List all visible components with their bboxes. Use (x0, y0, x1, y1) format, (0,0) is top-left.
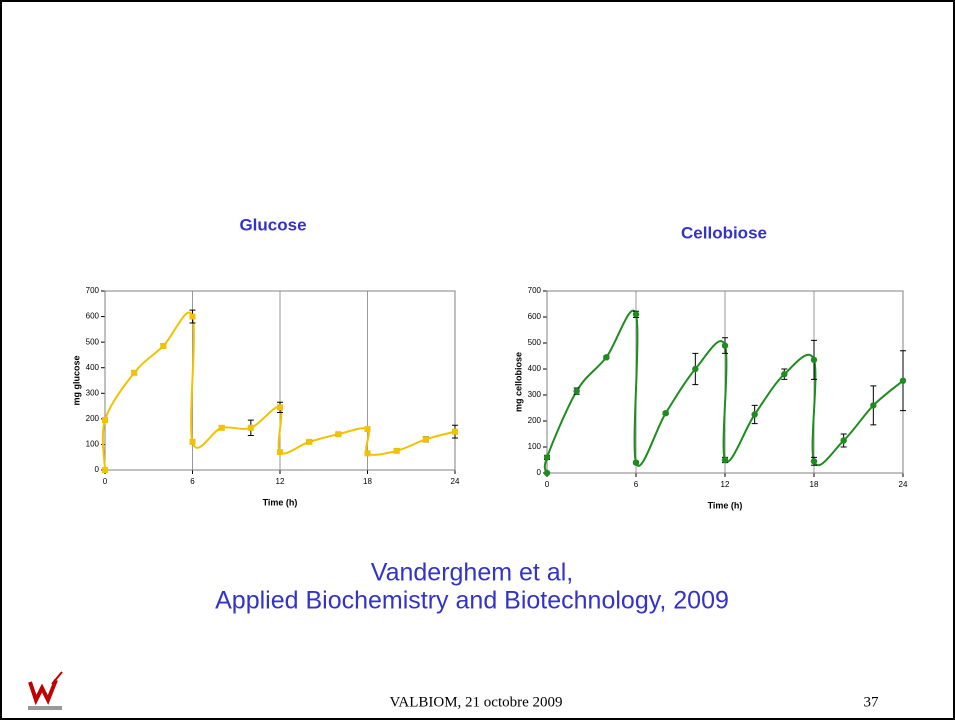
y-axis-label: mg glucose (71, 355, 81, 405)
x-tick-label: 18 (810, 480, 819, 489)
data-point (335, 431, 342, 438)
data-point (899, 377, 907, 384)
data-point (721, 342, 729, 349)
data-point (364, 426, 371, 433)
chart-title: Glucose (239, 215, 306, 234)
chart-title: Cellobiose (681, 223, 767, 242)
x-tick-label: 6 (634, 480, 639, 489)
data-point (306, 438, 313, 445)
y-tick-label: 300 (86, 388, 100, 397)
y-tick-label: 500 (528, 338, 542, 347)
data-point (632, 311, 640, 318)
data-point (603, 354, 610, 361)
data-point (189, 438, 196, 445)
data-point (218, 424, 225, 431)
y-tick-label: 300 (528, 390, 542, 399)
x-tick-label: 12 (276, 477, 285, 486)
logo (28, 671, 63, 710)
page-number: 37 (864, 694, 880, 710)
x-tick-label: 18 (363, 477, 372, 486)
plot-area (104, 290, 456, 471)
x-axis-label: Time (h) (263, 497, 298, 507)
data-point (543, 454, 551, 461)
data-point (781, 371, 788, 378)
y-tick-label: 600 (86, 312, 100, 321)
y-tick-label: 0 (537, 468, 542, 477)
data-point (840, 437, 847, 444)
x-tick-label: 24 (899, 480, 908, 489)
data-point (452, 428, 458, 435)
data-point (247, 424, 254, 431)
data-point (721, 456, 729, 464)
x-tick-label: 24 (451, 477, 460, 486)
y-tick-label: 200 (86, 414, 100, 423)
y-tick-label: 700 (528, 286, 542, 295)
citation: Applied Biochemistry and Biotechnology, … (215, 587, 729, 615)
data-point (870, 402, 877, 409)
data-point (277, 404, 283, 411)
data-point (692, 365, 699, 373)
y-tick-label: 0 (95, 465, 100, 474)
x-tick-label: 12 (721, 480, 730, 489)
data-point (810, 356, 818, 364)
data-point (102, 417, 108, 424)
data-point (662, 410, 669, 417)
data-point (277, 449, 283, 456)
citation: Vanderghem et al, (371, 559, 573, 587)
data-point (393, 447, 400, 454)
data-line (101, 311, 456, 471)
x-axis-label: Time (h) (708, 500, 743, 510)
x-tick-label: 0 (103, 477, 108, 486)
data-point (422, 436, 429, 443)
y-tick-label: 100 (86, 440, 100, 449)
data-point (751, 411, 758, 418)
y-tick-label: 400 (528, 364, 542, 373)
x-tick-label: 6 (190, 477, 195, 486)
data-point (160, 342, 167, 349)
y-tick-label: 700 (86, 286, 100, 295)
data-point (102, 467, 108, 473)
y-tick-label: 500 (86, 337, 100, 346)
x-tick-label: 0 (545, 480, 550, 489)
y-tick-label: 600 (528, 312, 542, 321)
data-point (573, 387, 580, 395)
data-point (810, 458, 818, 465)
data-point (131, 369, 138, 376)
y-tick-label: 100 (528, 442, 542, 451)
data-point (189, 313, 196, 320)
footer-event: VALBIOM, 21 octobre 2009 (389, 694, 562, 710)
data-point (364, 450, 371, 457)
data-point (543, 469, 551, 477)
y-tick-label: 200 (528, 416, 542, 425)
y-tick-label: 400 (86, 363, 100, 372)
data-point (632, 459, 640, 466)
y-axis-label: mg cellobiose (513, 352, 523, 412)
